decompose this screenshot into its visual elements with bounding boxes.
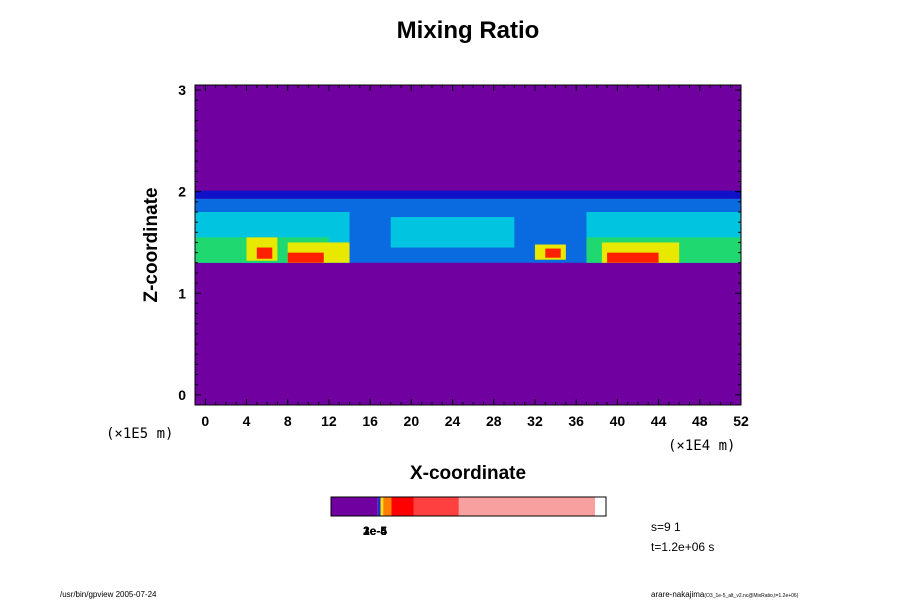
y-tick-label: 2 — [178, 184, 186, 200]
x-tick-label: 40 — [610, 413, 626, 429]
y-tick-label: 0 — [178, 387, 186, 403]
time-label: t=1.2e+06 s — [651, 540, 714, 554]
x-tick-label: 24 — [445, 413, 461, 429]
plot-area — [195, 85, 741, 405]
y-tick-label: 1 — [178, 285, 186, 301]
colorbar-segment-0 — [331, 497, 378, 516]
x-tick-label: 52 — [733, 413, 749, 429]
colorbar-label-0: 1e-5 — [363, 524, 387, 538]
x-axis-label: X-coordinate — [410, 463, 526, 484]
colorbar-segment-4 — [391, 497, 414, 516]
x-tick-label: 16 — [362, 413, 378, 429]
x-axis: 0 4 8 12 16 20 24 28 32 36 40 44 48 52 — [201, 85, 749, 429]
y-tick-label: 3 — [178, 82, 186, 98]
contour-region-13 — [545, 248, 561, 258]
colorbar — [330, 496, 607, 517]
x-tick-label: 36 — [568, 413, 584, 429]
contour-region-0 — [195, 190, 741, 199]
colorbar-segment-1 — [377, 497, 381, 516]
x-tick-label: 0 — [201, 413, 209, 429]
footer-left: /usr/bin/gpview 2005-07-24 — [60, 590, 157, 599]
x-scale-note: (×1E4 m) — [668, 438, 735, 454]
colorbar-segment-2 — [380, 497, 384, 516]
contour-region-12 — [287, 252, 324, 263]
footer-right: arare-nakajima(O3_1e-5_alt_v2.nc@MixRati… — [651, 590, 799, 599]
x-tick-label: 12 — [321, 413, 337, 429]
colorbar-label-2: 3e-4 — [363, 524, 387, 538]
plot-frame — [194, 84, 742, 406]
x-tick-label: 28 — [486, 413, 502, 429]
step-label: s=9 1 — [651, 520, 681, 534]
x-tick-label: 20 — [404, 413, 420, 429]
y-axis: 0 1 2 3 — [178, 82, 741, 403]
chart-title: Mixing Ratio — [397, 17, 540, 44]
y-scale-note: (×1E5 m) — [106, 426, 173, 442]
colorbar-segment-3 — [383, 497, 392, 516]
x-tick-label: 8 — [284, 413, 292, 429]
colorbar-segment-5 — [413, 497, 459, 516]
x-tick-label: 48 — [692, 413, 708, 429]
colorbar-label-1: 2e-5 — [363, 524, 387, 538]
x-tick-label: 4 — [243, 413, 251, 429]
colorbar-labels: 1e-52e-53e-4 — [363, 524, 387, 538]
x-tick-label: 44 — [651, 413, 667, 429]
colorbar-segment-6 — [458, 497, 595, 516]
y-axis-label: Z-coordinate — [141, 187, 162, 302]
x-tick-label: 32 — [527, 413, 543, 429]
contour-region-3 — [390, 217, 515, 248]
contour-region-11 — [256, 247, 273, 259]
contour-region-14 — [607, 252, 659, 263]
colorbar-frame — [330, 496, 607, 517]
